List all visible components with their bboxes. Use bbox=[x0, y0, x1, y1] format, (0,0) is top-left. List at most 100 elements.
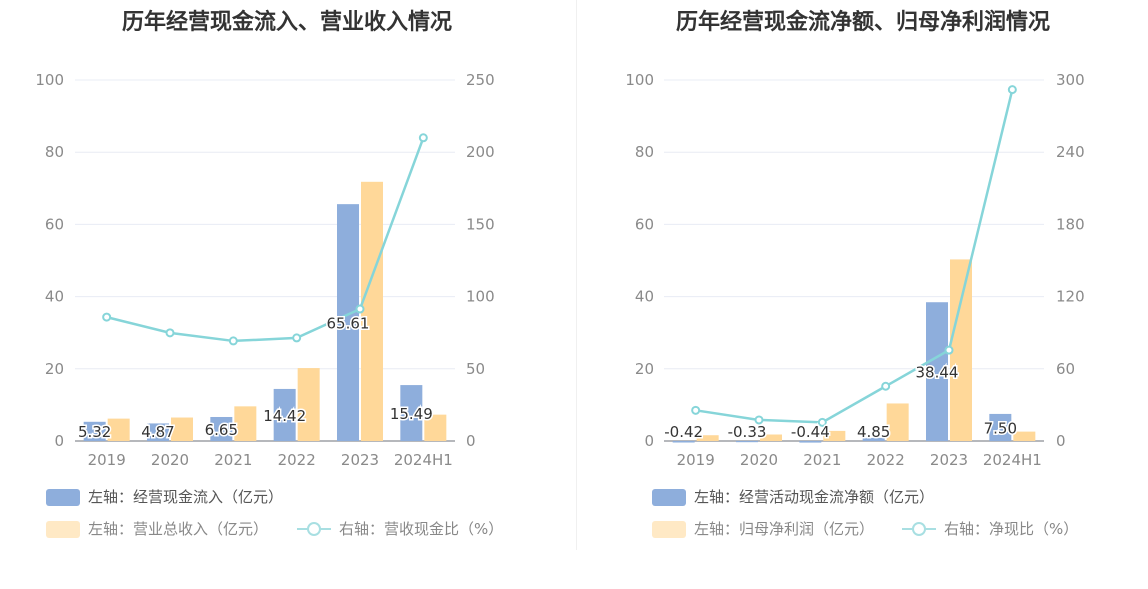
line-point bbox=[102, 312, 112, 322]
bar-series-2 bbox=[760, 434, 782, 441]
bar-data-label: 15.49 bbox=[390, 405, 433, 423]
y-axis-right-tick-label: 0 bbox=[466, 432, 476, 450]
bar-series-1 bbox=[926, 302, 948, 441]
x-axis-tick-label: 2019 bbox=[677, 451, 715, 469]
bar-series-2 bbox=[950, 259, 972, 441]
y-axis-left-tick-label: 60 bbox=[45, 215, 64, 233]
bar-series-1 bbox=[672, 441, 695, 443]
y-axis-right-tick-label: 180 bbox=[1056, 215, 1085, 233]
panel-divider bbox=[576, 0, 577, 550]
line-point bbox=[228, 336, 238, 346]
bar-series-2 bbox=[696, 435, 719, 441]
line-series bbox=[695, 89, 1014, 424]
bar-series-1 bbox=[273, 388, 296, 441]
bar-series-2 bbox=[823, 430, 846, 441]
bar-data-label: 38.44 bbox=[916, 364, 959, 382]
legend-swatch-bar bbox=[652, 489, 686, 506]
bar-series-1 bbox=[400, 385, 423, 441]
y-axis-left-tick-label: 40 bbox=[45, 288, 64, 306]
bar-series-2 bbox=[886, 403, 909, 441]
chart-plot: 0 0 20 60 40 120 60 180 80 240 100 300 2019 2020 2021 2… bbox=[625, 71, 1085, 469]
y-axis-left-tick-label: 20 bbox=[635, 360, 654, 378]
legend-line-marker-icon bbox=[902, 519, 936, 539]
y-axis-right-tick-label: 60 bbox=[1056, 360, 1075, 378]
bar-series-1 bbox=[799, 441, 822, 443]
chart-plot: 0 0 20 50 40 100 60 150 80 200 100 250 2019 2020 2021 2… bbox=[35, 71, 495, 469]
line-series bbox=[106, 137, 425, 343]
bar-data-label: -0.33 bbox=[728, 423, 767, 441]
x-axis-tick-label: 2022 bbox=[867, 451, 905, 469]
bar-data-label: -0.44 bbox=[791, 423, 830, 441]
chart-panel-net-cash-profit: 历年经营现金流净额、归母净利润情况 0 0 20 60 40 120 60 180 80 240 1… bbox=[578, 0, 1148, 589]
legend-label: 右轴：营收现金比（%） bbox=[339, 520, 504, 538]
bar-data-label: 6.65 bbox=[205, 421, 238, 439]
bar-series-2 bbox=[424, 414, 447, 441]
bar-series-2 bbox=[107, 418, 130, 441]
x-axis-tick-label: 2021 bbox=[214, 451, 252, 469]
line-point bbox=[418, 133, 428, 143]
legend-label: 左轴：归母净利润（亿元） bbox=[694, 520, 875, 538]
chart-title: 历年经营现金流净额、归母净利润情况 bbox=[675, 10, 1050, 35]
line-point bbox=[691, 405, 701, 415]
bar-data-label: 5.32 bbox=[78, 423, 111, 441]
y-axis-left-tick-label: 0 bbox=[644, 432, 654, 450]
y-axis-left-tick-label: 40 bbox=[635, 288, 654, 306]
bar-series-2 bbox=[171, 417, 193, 441]
y-axis-left-tick-label: 60 bbox=[635, 215, 654, 233]
bar-series-1 bbox=[989, 413, 1012, 441]
line-point bbox=[1007, 85, 1017, 95]
y-axis-left-tick-label: 100 bbox=[625, 71, 654, 89]
legend-swatch-bar bbox=[46, 521, 80, 538]
y-axis-right-tick-label: 200 bbox=[466, 143, 495, 161]
bar-series-1 bbox=[337, 204, 359, 441]
y-axis-left-tick-label: 80 bbox=[635, 143, 654, 161]
bar-data-label: 7.50 bbox=[984, 419, 1017, 437]
legend-line-marker-icon bbox=[297, 519, 331, 539]
y-axis-left-tick-label: 80 bbox=[45, 143, 64, 161]
bar-series-2 bbox=[234, 406, 257, 441]
line-point bbox=[881, 381, 891, 391]
line-point bbox=[944, 345, 954, 355]
line-point bbox=[355, 304, 365, 314]
x-axis-tick-label: 2022 bbox=[278, 451, 316, 469]
bar-series-1 bbox=[83, 421, 106, 441]
bar-series-1 bbox=[147, 423, 169, 441]
legend-label: 左轴：经营现金流入（亿元） bbox=[88, 488, 284, 506]
y-axis-right-tick-label: 120 bbox=[1056, 288, 1085, 306]
bar-data-label: 14.42 bbox=[263, 407, 306, 425]
bar-series-2 bbox=[297, 368, 320, 441]
bar-series-1 bbox=[210, 416, 233, 441]
y-axis-left-tick-label: 0 bbox=[54, 432, 64, 450]
y-axis-right-tick-label: 250 bbox=[466, 71, 495, 89]
y-axis-right-tick-label: 150 bbox=[466, 215, 495, 233]
y-axis-right-tick-label: 0 bbox=[1056, 432, 1066, 450]
legend-swatch-bar bbox=[652, 521, 686, 538]
line-point bbox=[165, 328, 175, 338]
legend-label: 左轴：营业总收入（亿元） bbox=[88, 520, 269, 538]
bar-series-1 bbox=[862, 437, 885, 441]
chart-panel-cash-inflow-revenue: 历年经营现金流入、营业收入情况 0 0 20 50 40 100 60 150 80 200 100… bbox=[35, 10, 504, 539]
bar-data-label: -0.42 bbox=[664, 423, 703, 441]
y-axis-right-tick-label: 100 bbox=[466, 288, 495, 306]
legend-label: 左轴：经营活动现金流净额（亿元） bbox=[694, 488, 935, 506]
bar-series-2 bbox=[361, 181, 383, 441]
y-axis-left-tick-label: 100 bbox=[35, 71, 64, 89]
bar-series-2 bbox=[1013, 431, 1036, 441]
y-axis-right-tick-label: 240 bbox=[1056, 143, 1085, 161]
bar-data-label: 4.85 bbox=[857, 423, 890, 441]
y-axis-right-tick-label: 300 bbox=[1056, 71, 1085, 89]
line-point bbox=[754, 415, 764, 425]
y-axis-left-tick-label: 20 bbox=[45, 360, 64, 378]
legend-label: 右轴：净现比（%） bbox=[944, 520, 1079, 538]
x-axis-tick-label: 2024H1 bbox=[983, 451, 1042, 469]
bar-data-label: 65.61 bbox=[327, 315, 370, 333]
chart-title: 历年经营现金流入、营业收入情况 bbox=[121, 10, 452, 35]
line-point bbox=[817, 417, 827, 427]
x-axis-tick-label: 2019 bbox=[88, 451, 126, 469]
x-axis-tick-label: 2021 bbox=[803, 451, 841, 469]
x-axis-tick-label: 2023 bbox=[930, 451, 968, 469]
x-axis-tick-label: 2020 bbox=[151, 451, 189, 469]
x-axis-tick-label: 2024H1 bbox=[394, 451, 453, 469]
x-axis-tick-label: 2023 bbox=[341, 451, 379, 469]
x-axis-tick-label: 2020 bbox=[740, 451, 778, 469]
